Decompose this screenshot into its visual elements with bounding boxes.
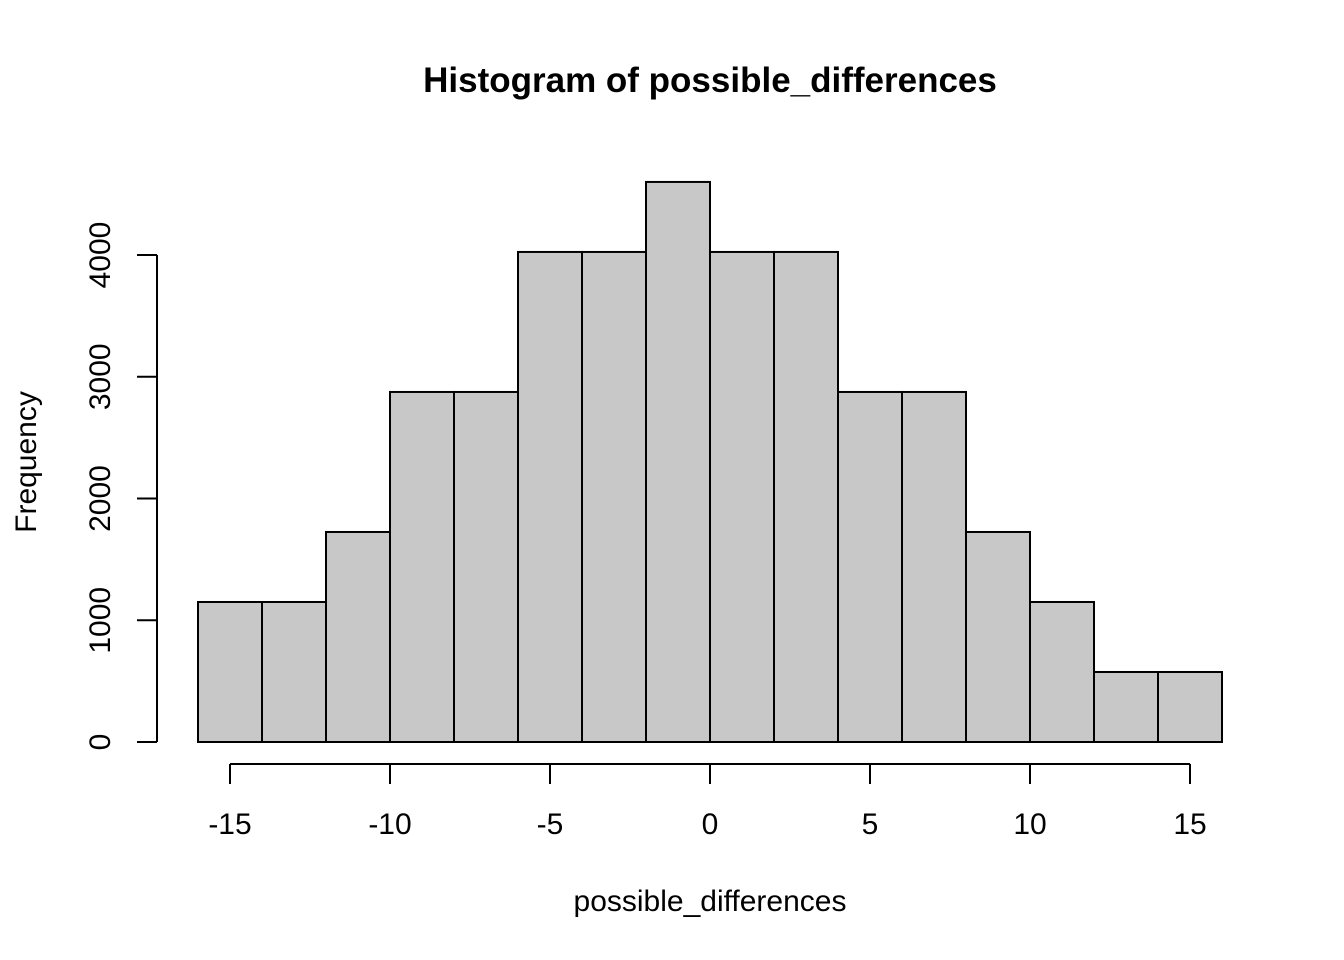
histogram-bar-14 [1093, 670, 1159, 744]
histogram-bar-11 [901, 390, 967, 743]
x-tick-label: 0 [702, 808, 719, 841]
chart-title: Histogram of possible_differences [423, 61, 997, 100]
y-tick-label: 3000 [84, 343, 117, 410]
y-tick-label: 2000 [84, 465, 117, 532]
histogram-bar-8 [709, 250, 775, 744]
y-tick-label: 4000 [84, 222, 117, 289]
histogram-bar-12 [965, 530, 1031, 744]
histogram-bar-0 [197, 600, 263, 743]
x-tick-label: 15 [1173, 808, 1206, 841]
histogram-bar-9 [773, 250, 839, 744]
y-axis: 0 1000 2000 3000 4000 [84, 222, 158, 751]
x-tick-label: -10 [368, 808, 411, 841]
histogram-bar-10 [837, 390, 903, 743]
x-tick-label: 10 [1013, 808, 1046, 841]
histogram-bar-4 [453, 390, 519, 743]
histogram-bar-6 [581, 250, 647, 744]
y-tick-label: 0 [84, 734, 117, 751]
y-axis-label: Frequency [10, 391, 43, 533]
histogram-bar-3 [389, 390, 455, 743]
histogram-bar-5 [517, 250, 583, 744]
x-tick-label: -5 [537, 808, 564, 841]
x-axis-label: possible_differences [574, 885, 847, 918]
x-tick-label: -15 [208, 808, 251, 841]
x-axis: -15 -10 -5 0 5 10 15 [208, 763, 1207, 841]
histogram-bar-2 [325, 530, 391, 744]
histogram-bar-1 [261, 600, 327, 743]
histogram-bars [197, 180, 1223, 744]
histogram-bar-15 [1157, 670, 1223, 744]
x-tick-label: 5 [862, 808, 879, 841]
histogram-bar-7 [645, 180, 711, 743]
histogram-bar-13 [1029, 600, 1095, 743]
y-tick-label: 1000 [84, 587, 117, 654]
